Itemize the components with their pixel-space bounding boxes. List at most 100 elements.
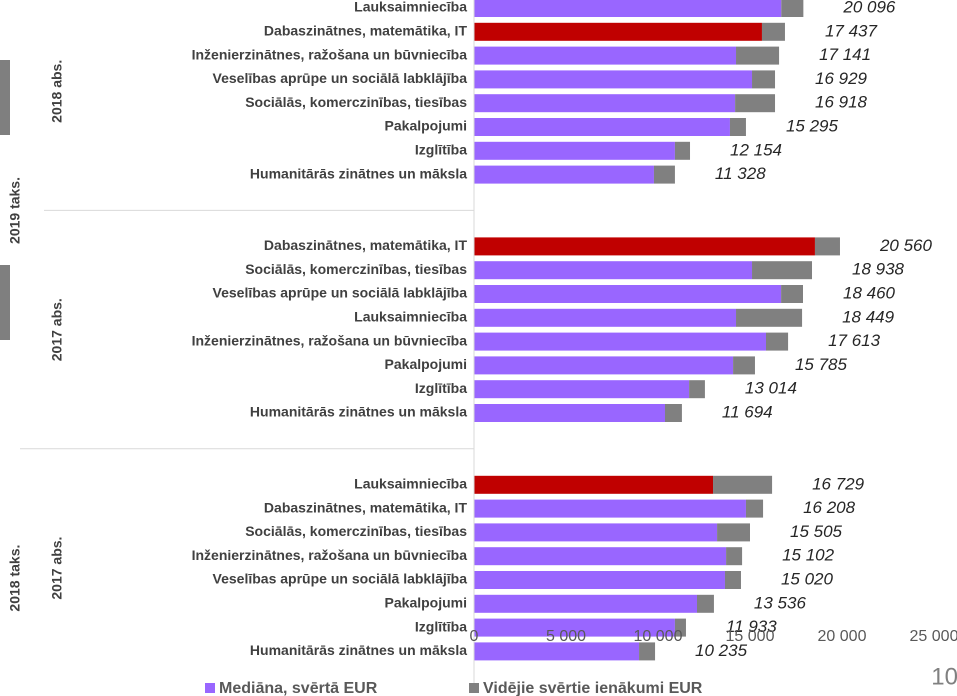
value-label: 18 460 bbox=[843, 283, 896, 302]
average-bar bbox=[733, 356, 755, 375]
value-label: 20 560 bbox=[879, 236, 933, 255]
median-bar bbox=[474, 70, 753, 89]
category-label: Dabaszinātnes, matemātika, IT bbox=[264, 499, 468, 515]
category-label: Sociālās, komerczinības, tiesības bbox=[245, 94, 467, 110]
x-tick-label: 20 000 bbox=[818, 628, 867, 645]
average-bar bbox=[689, 380, 705, 399]
category-label: Lauksaimniecība bbox=[354, 476, 467, 492]
category-label: Lauksaimniecība bbox=[354, 309, 467, 325]
average-bar bbox=[781, 0, 804, 17]
median-bar bbox=[474, 404, 665, 422]
category-label: Veselības aprūpe un sociālā labklājība bbox=[213, 571, 468, 587]
median-bar bbox=[474, 118, 730, 136]
legend-label: Vidējie svērtie ienākumi EUR bbox=[483, 680, 703, 696]
value-label: 16 929 bbox=[815, 69, 868, 88]
average-bar bbox=[674, 618, 686, 637]
value-label: 20 096 bbox=[842, 0, 896, 16]
value-label: 11 328 bbox=[715, 164, 766, 183]
average-bar bbox=[752, 70, 776, 89]
median-bar bbox=[474, 46, 737, 65]
median-bar bbox=[474, 547, 727, 566]
category-label: Humanitārās zinātnes un māksla bbox=[250, 404, 467, 420]
average-bar bbox=[736, 308, 803, 327]
value-label: 15 295 bbox=[786, 116, 839, 135]
median-bar bbox=[474, 642, 640, 661]
group-label: 2019 taks. bbox=[7, 177, 23, 244]
x-tick-label: 25 000 bbox=[910, 628, 957, 645]
value-label: 13 014 bbox=[745, 379, 797, 398]
category-label: Inženierzinātnes, ražošana un būvniecība bbox=[192, 547, 468, 563]
value-label: 16 729 bbox=[812, 474, 865, 493]
category-label: Lauksaimniecība bbox=[354, 0, 467, 15]
page-number: 10 bbox=[931, 663, 957, 690]
subgroup-label: 2017 abs. bbox=[49, 537, 65, 600]
median-bar bbox=[474, 0, 782, 17]
average-bar bbox=[713, 475, 773, 494]
average-bar bbox=[717, 523, 750, 542]
value-label: 15 785 bbox=[795, 355, 848, 374]
value-label: 18 938 bbox=[852, 260, 905, 279]
category-label: Veselības aprūpe un sociālā labklājība bbox=[213, 70, 468, 86]
category-label: Pakalpojumi bbox=[385, 595, 467, 611]
average-bar bbox=[814, 237, 840, 256]
median-bar bbox=[474, 22, 762, 41]
median-bar bbox=[474, 332, 767, 351]
x-tick-label: 15 000 bbox=[726, 628, 775, 645]
value-label: 11 933 bbox=[726, 617, 777, 636]
legend-swatch bbox=[469, 683, 479, 693]
category-label: Sociālās, komerczinības, tiesības bbox=[245, 523, 467, 539]
x-tick-label: 5 000 bbox=[546, 628, 586, 645]
average-bar bbox=[664, 404, 682, 422]
legend-label: Mediāna, svērtā EUR bbox=[219, 680, 378, 696]
category-label: Dabaszinātnes, matemātika, IT bbox=[264, 23, 468, 39]
average-bar bbox=[726, 547, 743, 566]
median-bar bbox=[474, 141, 675, 160]
average-bar bbox=[697, 594, 714, 613]
value-label: 17 141 bbox=[819, 45, 871, 64]
subgroup-label: 2017 abs. bbox=[49, 298, 65, 361]
median-bar bbox=[474, 165, 654, 184]
category-label: Pakalpojumi bbox=[385, 118, 467, 134]
median-bar bbox=[474, 308, 737, 327]
value-label: 15 102 bbox=[782, 546, 835, 565]
group-label: 2018 taks. bbox=[7, 545, 23, 612]
average-bar bbox=[729, 118, 746, 136]
average-bar bbox=[761, 22, 785, 41]
median-bar bbox=[474, 499, 746, 518]
subgroup-label: 2018 abs. bbox=[49, 60, 65, 123]
median-bar bbox=[474, 356, 734, 375]
category-label: Veselības aprūpe un sociālā labklājība bbox=[213, 285, 468, 301]
category-label: Pakalpojumi bbox=[385, 356, 467, 372]
average-bar bbox=[736, 46, 780, 65]
x-tick-label: 10 000 bbox=[634, 628, 683, 645]
category-label: Dabaszinātnes, matemātika, IT bbox=[264, 237, 468, 253]
value-label: 17 437 bbox=[825, 21, 878, 40]
value-label: 15 020 bbox=[781, 569, 834, 588]
value-label: 18 449 bbox=[842, 307, 895, 326]
category-label: Humanitārās zinātnes un māksla bbox=[250, 165, 467, 181]
value-label: 17 613 bbox=[828, 331, 881, 350]
median-bar bbox=[474, 237, 815, 256]
median-bar bbox=[474, 94, 736, 113]
category-label: Inženierzinātnes, ražošana un būvniecība bbox=[192, 46, 468, 62]
average-bar bbox=[735, 94, 776, 113]
median-bar bbox=[474, 523, 718, 542]
average-bar bbox=[752, 261, 813, 280]
value-label: 10 235 bbox=[695, 641, 748, 660]
average-bar bbox=[674, 141, 691, 160]
median-bar bbox=[474, 618, 675, 637]
category-label: Izglītība bbox=[415, 618, 467, 634]
median-bar bbox=[474, 571, 725, 589]
value-label: 11 694 bbox=[722, 402, 773, 421]
value-label: 13 536 bbox=[754, 593, 807, 612]
median-bar bbox=[474, 261, 753, 280]
category-label: Izglītība bbox=[415, 142, 467, 158]
legend-swatch bbox=[205, 683, 215, 693]
side-decoration bbox=[0, 60, 10, 135]
average-bar bbox=[781, 285, 803, 303]
category-label: Inženierzinātnes, ražošana un būvniecība bbox=[192, 332, 468, 348]
value-label: 16 208 bbox=[803, 498, 856, 517]
category-label: Humanitārās zinātnes un māksla bbox=[250, 642, 467, 658]
value-label: 16 918 bbox=[815, 93, 868, 112]
